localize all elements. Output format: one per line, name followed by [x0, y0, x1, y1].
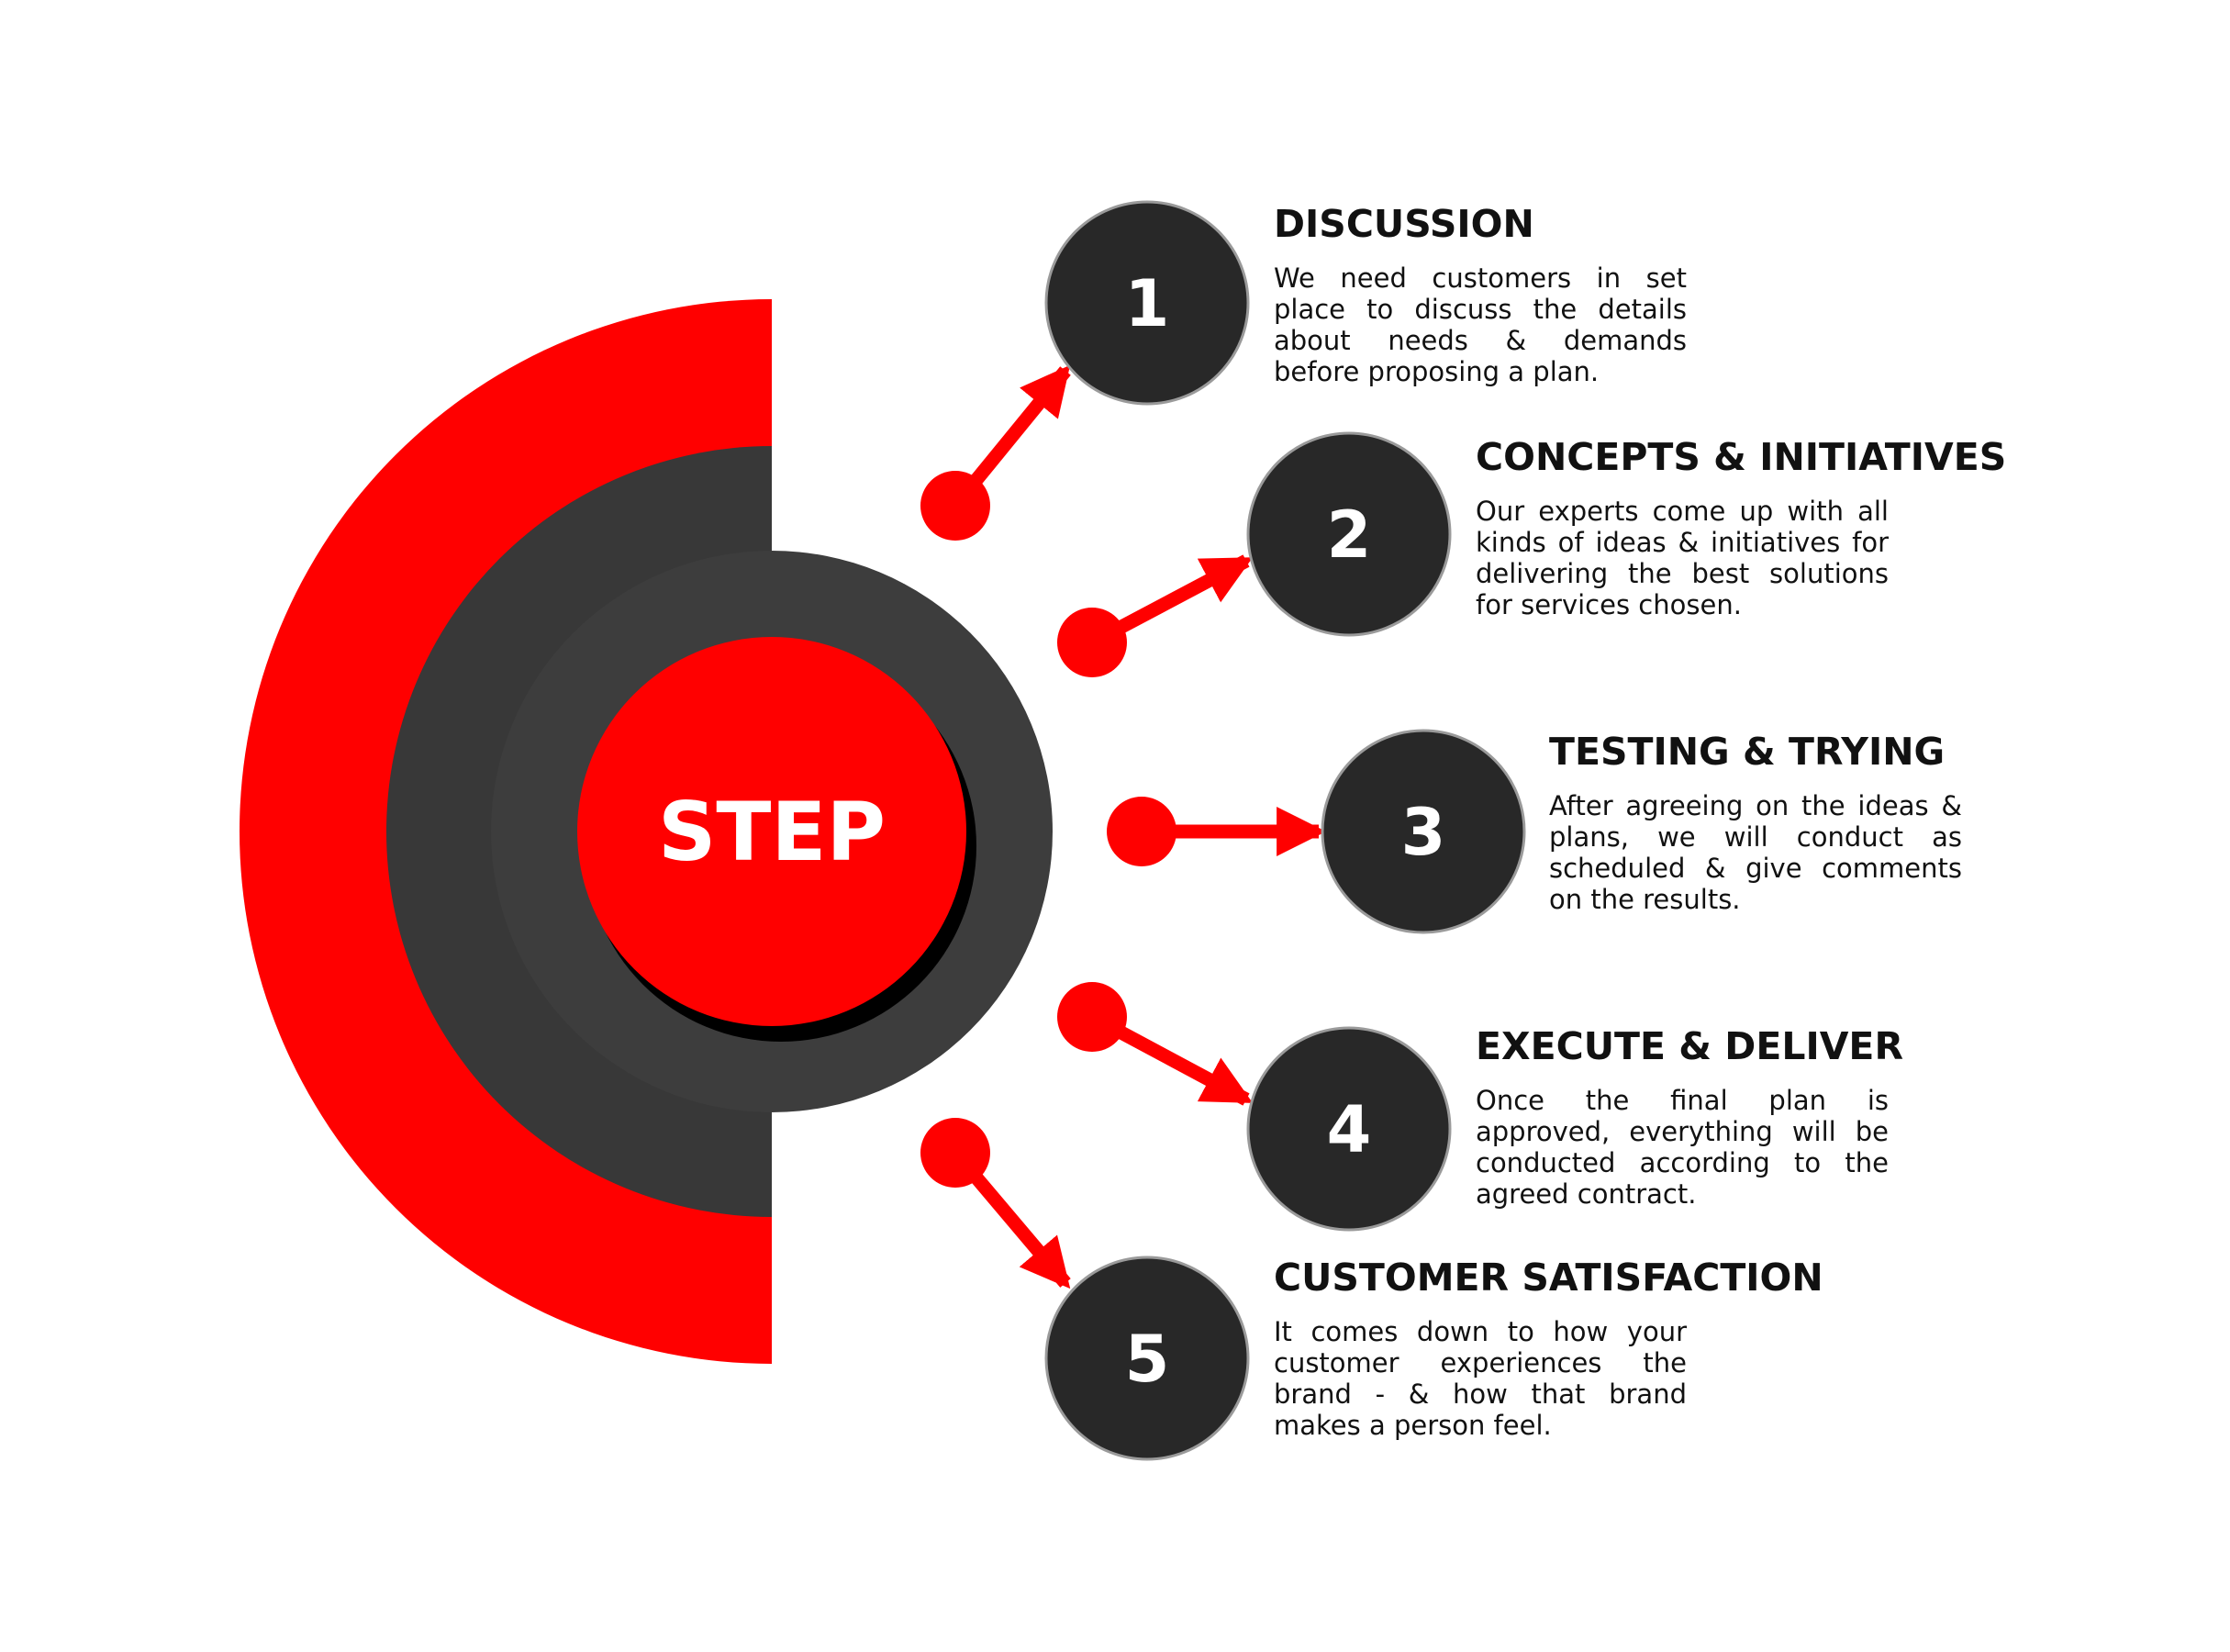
arrow-5-dot: [920, 1118, 990, 1188]
step-5-title: CUSTOMER SATISFACTION: [1274, 1256, 1823, 1300]
arrow-1-dot: [920, 471, 990, 541]
arrow-5: [920, 1118, 1071, 1289]
step-4-text: EXECUTE & DELIVER Once the final plan is…: [1476, 1024, 1904, 1210]
step-4-number: 4: [1327, 1092, 1372, 1167]
arrow-4: [1057, 982, 1254, 1106]
step-4-title: EXECUTE & DELIVER: [1476, 1024, 1904, 1068]
arrow-connectors: [920, 364, 1327, 1289]
step-4-badge: 4: [1246, 1026, 1452, 1232]
step-3-badge: 3: [1321, 729, 1526, 934]
step-2-number: 2: [1327, 497, 1372, 573]
step-1-description: We need customers in set place to discus…: [1274, 262, 1687, 387]
step-5-description: It comes down to how your customer exper…: [1274, 1316, 1687, 1441]
step-2-text: CONCEPTS & INITIATIVES Our experts come …: [1476, 435, 2007, 620]
arrow-2-dot: [1057, 608, 1127, 677]
step-3-number: 3: [1401, 795, 1446, 870]
step-5-number: 5: [1125, 1322, 1170, 1397]
step-2-title: CONCEPTS & INITIATIVES: [1476, 435, 2007, 479]
step-2-badge: 2: [1246, 431, 1452, 637]
center-red-circle: [577, 637, 966, 1026]
step-1-text: DISCUSSION We need customers in set plac…: [1274, 202, 1687, 387]
step-3-description: After agreeing on the ideas & plans, we …: [1549, 790, 1962, 915]
arrow-1: [920, 364, 1071, 541]
arrow-3-dot: [1107, 797, 1176, 866]
arrow-4-dot: [1057, 982, 1127, 1052]
step-circles: 1 2 3 4 5: [1044, 200, 1526, 1461]
step-4-description: Once the final plan is approved, everyth…: [1476, 1085, 1889, 1210]
step-1-badge: 1: [1044, 200, 1250, 406]
arrow-2: [1057, 554, 1254, 677]
step-1-title: DISCUSSION: [1274, 202, 1534, 246]
arrow-3: [1107, 797, 1327, 866]
step-5-badge: 5: [1044, 1256, 1250, 1461]
center-label: STEP: [658, 785, 886, 879]
step-3-text: TESTING & TRYING After agreeing on the i…: [1549, 730, 1962, 915]
step-5-text: CUSTOMER SATISFACTION It comes down to h…: [1274, 1256, 1823, 1441]
step-1-number: 1: [1125, 266, 1170, 341]
step-3-title: TESTING & TRYING: [1549, 730, 1946, 774]
step-2-description: Our experts come up with all kinds of id…: [1476, 496, 1889, 620]
